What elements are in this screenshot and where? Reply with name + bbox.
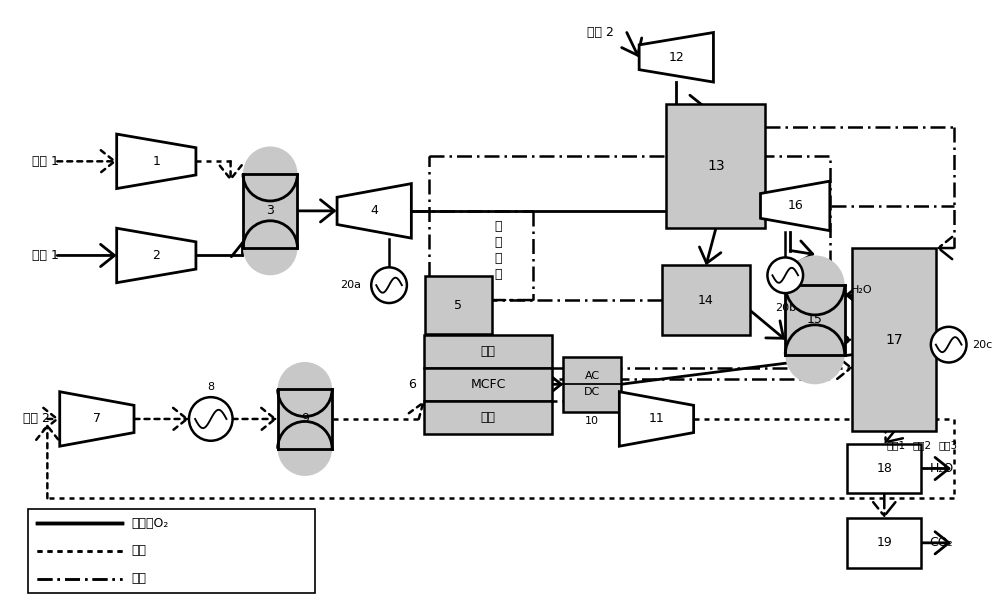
Bar — [852, 248, 936, 431]
Text: 20c: 20c — [972, 340, 993, 349]
Circle shape — [371, 267, 407, 303]
Bar — [243, 174, 297, 248]
Text: 13: 13 — [707, 159, 725, 173]
Text: 15: 15 — [807, 313, 823, 326]
Polygon shape — [760, 181, 830, 231]
Text: 12: 12 — [668, 51, 684, 64]
Text: 10: 10 — [585, 416, 599, 427]
Ellipse shape — [278, 362, 332, 417]
Bar — [563, 357, 621, 411]
Text: 14: 14 — [698, 294, 714, 307]
Text: 废气: 废气 — [132, 572, 147, 585]
Text: 7: 7 — [93, 412, 101, 425]
Text: AC: AC — [585, 371, 600, 381]
Text: 空气 2: 空气 2 — [587, 26, 614, 39]
Ellipse shape — [243, 221, 297, 275]
Text: 燃料: 燃料 — [132, 544, 147, 558]
Ellipse shape — [785, 255, 845, 315]
Bar — [28, 509, 315, 594]
Text: 8: 8 — [207, 382, 214, 392]
Text: 16: 16 — [787, 200, 803, 212]
Bar — [425, 276, 492, 334]
Circle shape — [767, 258, 803, 293]
Text: 阳极: 阳极 — [481, 411, 496, 424]
Ellipse shape — [785, 325, 845, 384]
Text: 2: 2 — [152, 249, 160, 262]
Polygon shape — [619, 392, 694, 446]
Polygon shape — [337, 184, 411, 238]
Text: 贫
氧
空
气: 贫 氧 空 气 — [494, 220, 502, 281]
Text: H₂O: H₂O — [929, 462, 954, 475]
Text: 废气3: 废气3 — [938, 440, 957, 450]
Text: 空气 1: 空气 1 — [32, 249, 59, 262]
Text: 空气、O₂: 空气、O₂ — [132, 517, 169, 529]
Polygon shape — [117, 228, 196, 283]
Text: 5: 5 — [454, 299, 462, 312]
Bar — [429, 157, 830, 379]
Text: DC: DC — [584, 387, 600, 397]
Text: CO₂: CO₂ — [929, 536, 953, 550]
Text: 9: 9 — [301, 412, 309, 425]
Text: 11: 11 — [649, 412, 664, 425]
Bar — [278, 389, 332, 449]
Text: 燃料: 燃料 — [132, 544, 147, 558]
Text: 19: 19 — [876, 536, 892, 550]
Bar — [424, 335, 552, 368]
Text: 1: 1 — [152, 155, 160, 168]
Text: 18: 18 — [876, 462, 892, 475]
Text: 3: 3 — [266, 204, 274, 217]
Polygon shape — [60, 392, 134, 446]
Text: 废气: 废气 — [132, 572, 147, 585]
Text: 燃料 1: 燃料 1 — [32, 155, 59, 168]
Text: 20a: 20a — [340, 280, 361, 290]
Bar — [662, 266, 750, 335]
Text: 废气1: 废气1 — [887, 440, 906, 450]
Circle shape — [189, 397, 233, 441]
Text: 阴极: 阴极 — [481, 345, 496, 358]
Ellipse shape — [243, 146, 297, 201]
Text: H₂O: H₂O — [851, 285, 872, 295]
Text: 4: 4 — [370, 204, 378, 217]
Bar — [785, 285, 845, 354]
Text: 空气、O₂: 空气、O₂ — [132, 517, 169, 529]
Text: 20b: 20b — [775, 303, 796, 313]
Polygon shape — [117, 134, 196, 188]
Circle shape — [931, 327, 967, 362]
Bar — [847, 518, 921, 567]
Text: 废气2: 废气2 — [912, 440, 931, 450]
Ellipse shape — [278, 422, 332, 476]
Text: 燃料 2: 燃料 2 — [23, 412, 49, 425]
Bar — [847, 444, 921, 493]
Bar — [424, 401, 552, 434]
Text: 6: 6 — [408, 378, 416, 391]
Polygon shape — [639, 32, 713, 82]
Bar — [424, 368, 552, 401]
Text: MCFC: MCFC — [470, 378, 506, 391]
Text: 17: 17 — [885, 333, 903, 346]
Bar — [666, 105, 765, 228]
